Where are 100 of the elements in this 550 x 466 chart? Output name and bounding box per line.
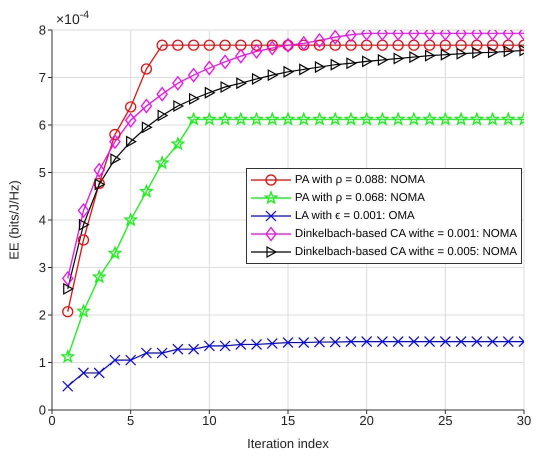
point	[440, 49, 451, 60]
point	[62, 380, 74, 392]
point	[314, 40, 326, 51]
point	[92, 270, 106, 282]
point	[172, 76, 184, 90]
point	[235, 40, 246, 51]
legend-label: Dinkelbach-based CA withϵ = 0.005: NOMA	[294, 246, 517, 258]
point	[440, 336, 451, 348]
point	[78, 367, 90, 379]
point	[156, 40, 168, 51]
point	[204, 87, 215, 98]
point	[266, 112, 279, 125]
point	[109, 128, 121, 140]
point	[94, 163, 105, 178]
y-tick-label: 6	[38, 118, 46, 133]
point	[504, 46, 514, 57]
point	[345, 30, 357, 42]
y-tick-label: 8	[38, 22, 46, 38]
point	[188, 40, 200, 51]
point	[124, 213, 137, 226]
point	[408, 112, 420, 125]
point	[298, 36, 310, 50]
point	[140, 184, 153, 197]
point	[330, 40, 341, 51]
point	[314, 61, 326, 73]
point	[156, 347, 168, 359]
x-axis-title: Iteration index	[247, 436, 330, 451]
point	[345, 40, 357, 51]
point	[94, 367, 105, 379]
point	[408, 336, 420, 348]
point	[314, 33, 326, 48]
point	[173, 100, 184, 112]
point	[218, 112, 232, 125]
point	[282, 112, 294, 125]
point	[78, 203, 90, 218]
point	[252, 73, 262, 85]
point	[156, 87, 168, 102]
point	[140, 347, 152, 359]
point	[299, 64, 310, 76]
point	[172, 40, 184, 51]
point	[455, 336, 467, 348]
point	[314, 336, 326, 348]
point	[424, 40, 436, 51]
point	[502, 40, 514, 51]
point	[188, 344, 200, 355]
point	[220, 81, 231, 93]
point	[486, 40, 498, 51]
point	[409, 51, 420, 63]
point	[471, 40, 482, 51]
point	[234, 112, 248, 125]
point	[439, 112, 452, 125]
point	[63, 283, 74, 294]
point	[140, 98, 152, 114]
point	[189, 93, 200, 104]
point	[77, 304, 90, 317]
point	[187, 112, 200, 125]
point	[298, 40, 310, 51]
point	[454, 112, 468, 125]
point	[455, 40, 467, 51]
point	[283, 66, 294, 78]
point	[330, 59, 341, 70]
point	[61, 350, 74, 362]
point	[140, 63, 152, 75]
point	[235, 49, 246, 64]
point	[486, 336, 498, 348]
point	[344, 112, 358, 125]
point	[376, 40, 388, 51]
point	[424, 336, 436, 348]
point	[408, 40, 420, 51]
point	[440, 40, 451, 51]
y-tick-label: 5	[38, 165, 46, 180]
point	[471, 336, 482, 348]
point	[345, 336, 357, 348]
point	[328, 112, 342, 125]
point	[470, 112, 484, 125]
point	[204, 340, 215, 352]
point	[219, 54, 231, 69]
x-tick-label: 5	[127, 413, 134, 428]
x-tick-label: 15	[280, 413, 296, 428]
point	[236, 78, 246, 89]
point	[204, 60, 215, 76]
point	[250, 338, 262, 350]
point	[78, 234, 90, 246]
point	[188, 68, 200, 82]
point	[219, 340, 231, 352]
point	[298, 336, 310, 348]
point	[330, 30, 341, 44]
x-tick-label: 10	[202, 413, 217, 428]
point	[125, 101, 136, 113]
point	[108, 246, 122, 259]
y-tick-label: 4	[38, 212, 46, 228]
point	[376, 336, 388, 348]
point	[110, 154, 121, 165]
point	[266, 40, 278, 51]
point	[346, 58, 357, 69]
point	[268, 70, 278, 81]
x-tick-label: 0	[48, 413, 56, 428]
legend-label: PA with ρ = 0.068: NOMA	[294, 192, 425, 204]
point	[392, 40, 404, 51]
legend-label: Dinkelbach-based CA withϵ = 0.001: NOMA	[294, 228, 517, 240]
